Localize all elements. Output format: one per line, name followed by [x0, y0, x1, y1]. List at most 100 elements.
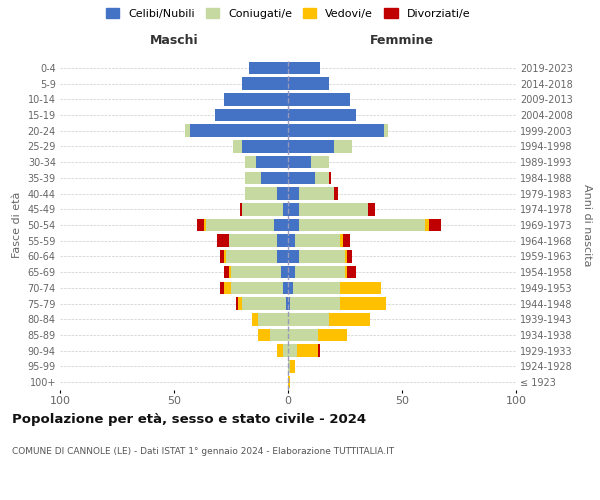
Bar: [368, 203, 374, 215]
Bar: [220, 250, 224, 262]
Bar: [288, 188, 299, 200]
Bar: [238, 298, 242, 310]
Text: Popolazione per età, sesso e stato civile - 2024: Popolazione per età, sesso e stato civil…: [12, 412, 366, 426]
Bar: [281, 266, 288, 278]
Bar: [343, 234, 350, 247]
Bar: [329, 313, 370, 326]
Bar: [224, 93, 288, 106]
Bar: [288, 298, 290, 310]
Bar: [288, 93, 350, 106]
Bar: [286, 298, 288, 310]
Bar: [288, 203, 299, 215]
Bar: [215, 108, 288, 122]
Bar: [340, 234, 343, 247]
Y-axis label: Anni di nascita: Anni di nascita: [583, 184, 592, 266]
Bar: [288, 140, 334, 152]
Bar: [288, 108, 356, 122]
Bar: [197, 218, 203, 232]
Bar: [251, 313, 259, 326]
Bar: [340, 282, 382, 294]
Bar: [249, 62, 288, 74]
Legend: Celibi/Nubili, Coniugati/e, Vedovi/e, Divorziati/e: Celibi/Nubili, Coniugati/e, Vedovi/e, Di…: [106, 8, 470, 19]
Bar: [290, 298, 340, 310]
Bar: [290, 360, 295, 372]
Bar: [288, 376, 290, 388]
Bar: [288, 78, 329, 90]
Bar: [317, 328, 347, 342]
Bar: [316, 172, 329, 184]
Bar: [185, 124, 190, 137]
Bar: [288, 344, 297, 357]
Text: Maschi: Maschi: [149, 34, 199, 48]
Bar: [288, 234, 295, 247]
Bar: [256, 156, 288, 168]
Bar: [288, 250, 299, 262]
Bar: [384, 124, 388, 137]
Bar: [334, 188, 338, 200]
Bar: [329, 172, 331, 184]
Bar: [295, 234, 340, 247]
Bar: [288, 313, 329, 326]
Bar: [283, 282, 288, 294]
Bar: [277, 188, 288, 200]
Bar: [220, 282, 224, 294]
Bar: [245, 156, 256, 168]
Bar: [334, 140, 352, 152]
Bar: [345, 250, 347, 262]
Bar: [297, 344, 317, 357]
Bar: [295, 266, 345, 278]
Bar: [226, 250, 277, 262]
Bar: [347, 266, 356, 278]
Bar: [242, 298, 286, 310]
Bar: [277, 234, 288, 247]
Bar: [288, 62, 320, 74]
Bar: [224, 282, 231, 294]
Bar: [233, 140, 242, 152]
Bar: [245, 188, 277, 200]
Bar: [288, 266, 295, 278]
Bar: [345, 266, 347, 278]
Bar: [229, 266, 231, 278]
Bar: [260, 172, 288, 184]
Bar: [242, 78, 288, 90]
Bar: [293, 282, 340, 294]
Bar: [277, 250, 288, 262]
Bar: [317, 344, 320, 357]
Bar: [259, 313, 288, 326]
Bar: [299, 250, 345, 262]
Bar: [245, 172, 260, 184]
Bar: [299, 188, 334, 200]
Bar: [224, 266, 229, 278]
Bar: [430, 218, 441, 232]
Bar: [217, 234, 229, 247]
Bar: [283, 203, 288, 215]
Bar: [259, 328, 270, 342]
Bar: [311, 156, 329, 168]
Bar: [277, 344, 283, 357]
Bar: [190, 124, 288, 137]
Bar: [240, 203, 242, 215]
Text: COMUNE DI CANNOLE (LE) - Dati ISTAT 1° gennaio 2024 - Elaborazione TUTTITALIA.IT: COMUNE DI CANNOLE (LE) - Dati ISTAT 1° g…: [12, 448, 394, 456]
Bar: [288, 282, 293, 294]
Bar: [283, 344, 288, 357]
Bar: [231, 266, 281, 278]
Bar: [288, 328, 317, 342]
Bar: [347, 250, 352, 262]
Bar: [425, 218, 430, 232]
Bar: [274, 218, 288, 232]
Bar: [236, 298, 238, 310]
Bar: [270, 328, 288, 342]
Bar: [229, 234, 277, 247]
Y-axis label: Fasce di età: Fasce di età: [12, 192, 22, 258]
Bar: [203, 218, 206, 232]
Bar: [288, 360, 290, 372]
Bar: [288, 156, 311, 168]
Bar: [288, 172, 316, 184]
Bar: [288, 124, 384, 137]
Bar: [242, 140, 288, 152]
Bar: [231, 282, 283, 294]
Bar: [288, 218, 299, 232]
Bar: [206, 218, 274, 232]
Text: Femmine: Femmine: [370, 34, 434, 48]
Bar: [299, 218, 425, 232]
